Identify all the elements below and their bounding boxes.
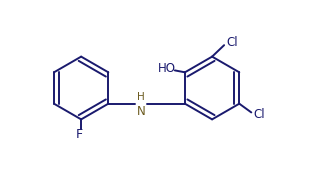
- Text: Cl: Cl: [226, 36, 238, 49]
- Text: F: F: [76, 128, 83, 141]
- Text: HO: HO: [158, 62, 176, 75]
- Text: Cl: Cl: [254, 108, 265, 121]
- Text: H: H: [137, 92, 145, 102]
- Text: N: N: [137, 105, 145, 118]
